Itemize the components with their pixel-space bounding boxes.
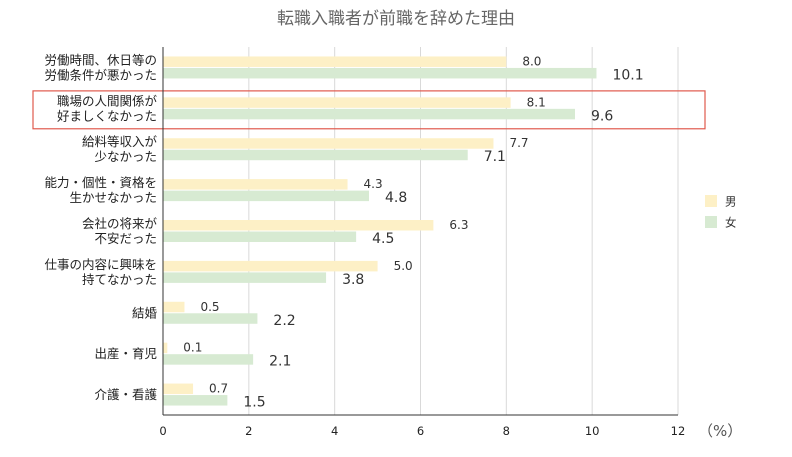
bar-male — [163, 179, 348, 190]
data-label-male: 6.3 — [449, 218, 468, 232]
x-tick-label: 0 — [159, 424, 166, 438]
axes — [162, 47, 678, 416]
legend-swatch — [705, 195, 717, 207]
x-tick-label: 8 — [503, 424, 510, 438]
category-label: 不安だった — [94, 231, 157, 246]
data-label-male: 0.5 — [200, 300, 219, 314]
category-label: 能力・個性・資格を — [44, 175, 157, 190]
x-tick-label: 10 — [585, 424, 600, 438]
data-label-female: 3.8 — [342, 272, 364, 288]
category-label: 少なかった — [94, 149, 157, 164]
category-label: 出産・育児 — [94, 346, 157, 361]
bar-male — [163, 56, 507, 67]
data-label-female: 1.5 — [243, 395, 265, 411]
bar-female — [163, 395, 228, 406]
legend: 男女 — [705, 195, 737, 230]
data-label-male: 8.0 — [522, 54, 541, 68]
bar-male — [163, 301, 185, 313]
category-label: 給料等収入が — [82, 134, 158, 149]
bar-male — [163, 220, 434, 231]
legend-swatch — [705, 216, 717, 228]
x-tick-label: 6 — [417, 424, 424, 438]
bar-female — [163, 231, 357, 242]
data-label-female: 2.1 — [269, 354, 291, 370]
category-label: 労働条件が悪かった — [44, 67, 157, 82]
bar-female — [163, 272, 327, 283]
x-tick-label: 12 — [671, 424, 686, 438]
legend-label: 男 — [725, 195, 737, 209]
bar-female — [163, 313, 258, 324]
data-label-female: 10.1 — [612, 67, 643, 83]
data-label-male: 0.7 — [209, 382, 228, 396]
legend-label: 女 — [725, 216, 737, 230]
bar-female — [163, 149, 468, 161]
category-label: 仕事の内容に興味を — [44, 257, 157, 272]
data-label-male: 4.3 — [364, 177, 383, 191]
bars — [163, 56, 597, 406]
x-tick-label: 2 — [245, 424, 252, 438]
category-label: 結婚 — [132, 305, 158, 320]
data-label-female: 9.6 — [591, 108, 613, 124]
chart-title: 転職入職者が前職を辞めた理由 — [277, 9, 515, 29]
x-unit-label: （%） — [698, 422, 742, 440]
bar-male — [163, 260, 378, 272]
bar-female — [163, 108, 575, 120]
category-label: 介護・看護 — [94, 387, 157, 402]
bar-female — [163, 190, 369, 202]
category-label: 生かせなかった — [69, 190, 157, 205]
category-label: 職場の人間関係が — [57, 93, 158, 108]
bar-male — [163, 138, 494, 149]
data-label-male: 5.0 — [394, 259, 413, 273]
data-label-male: 7.7 — [509, 136, 528, 150]
highlight-layer — [32, 90, 706, 130]
category-label: 労働時間、休日等の — [44, 52, 157, 67]
data-label-female: 2.2 — [273, 313, 295, 329]
data-label-female: 4.5 — [372, 231, 394, 247]
bar-male — [163, 342, 168, 354]
data-label-female: 7.1 — [484, 149, 506, 165]
category-label: 持てなかった — [82, 272, 157, 287]
grid-lines — [248, 47, 679, 415]
highlight-box — [32, 90, 706, 130]
bar-male — [163, 383, 194, 395]
data-label-male: 0.1 — [183, 341, 202, 355]
bar-female — [163, 354, 254, 365]
bar-female — [163, 67, 597, 79]
bar-male — [163, 97, 511, 108]
x-tick-label: 4 — [331, 424, 338, 438]
data-label-male: 8.1 — [527, 95, 546, 109]
category-label: 会社の将来が — [82, 216, 158, 231]
data-label-female: 4.8 — [385, 190, 407, 206]
category-label: 好ましくなかった — [57, 108, 157, 123]
